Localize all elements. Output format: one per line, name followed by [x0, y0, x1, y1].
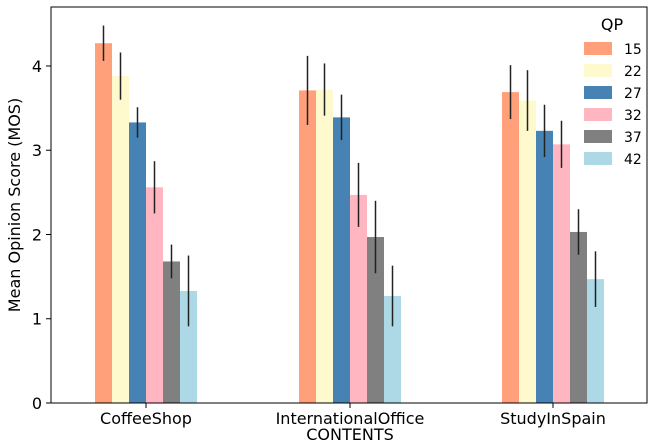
- x-tick-label: InternationalOffice: [276, 409, 425, 428]
- legend-swatch: [584, 108, 612, 121]
- legend-label: 37: [624, 130, 642, 146]
- bar: [367, 237, 384, 403]
- bar: [350, 194, 367, 403]
- legend-label: 27: [624, 86, 642, 102]
- legend-title: QP: [601, 15, 624, 34]
- bar: [299, 90, 316, 403]
- y-tick-label: 0: [32, 394, 42, 413]
- bar: [95, 43, 112, 403]
- legend-swatch: [584, 64, 612, 77]
- legend-items: 15 22 27 32 37 42: [584, 42, 642, 168]
- y-axis: 0 1 2 3 4: [32, 57, 51, 413]
- y-axis-title: Mean Opinion Score (MOS): [5, 98, 24, 312]
- x-tick-label: StudyInSpain: [500, 409, 606, 428]
- legend-label: 32: [624, 108, 642, 124]
- y-tick-label: 1: [32, 310, 42, 329]
- x-tick-label: CoffeeShop: [100, 409, 192, 428]
- x-axis-title: CONTENTS: [306, 425, 394, 444]
- bar: [519, 100, 536, 403]
- bar: [553, 144, 570, 403]
- bar: [536, 130, 553, 403]
- legend-label: 15: [624, 42, 642, 58]
- y-tick-label: 2: [32, 225, 42, 244]
- bar: [587, 279, 604, 403]
- bar: [384, 295, 401, 403]
- bar: [180, 290, 197, 403]
- bar: [316, 89, 333, 403]
- y-tick-label: 4: [32, 57, 42, 76]
- legend-swatch: [584, 42, 612, 55]
- x-axis: CoffeeShop InternationalOffice StudyInSpai…: [100, 403, 606, 428]
- bars-layer: [95, 43, 604, 404]
- y-tick-label: 3: [32, 141, 42, 160]
- legend-swatch: [584, 152, 612, 165]
- bar: [333, 117, 350, 404]
- bar: [163, 261, 180, 403]
- bar: [129, 122, 146, 404]
- bar: [570, 231, 587, 403]
- bar: [146, 187, 163, 403]
- bar: [112, 76, 129, 404]
- legend-swatch: [584, 86, 612, 99]
- bar: [502, 92, 519, 403]
- plot-frame: [50, 6, 648, 404]
- legend-label: 42: [624, 152, 642, 168]
- legend-swatch: [584, 130, 612, 143]
- legend: QP 15 22 27 32 37 42: [584, 15, 642, 168]
- error-bars-layer: [102, 25, 597, 327]
- legend-label: 22: [624, 64, 642, 80]
